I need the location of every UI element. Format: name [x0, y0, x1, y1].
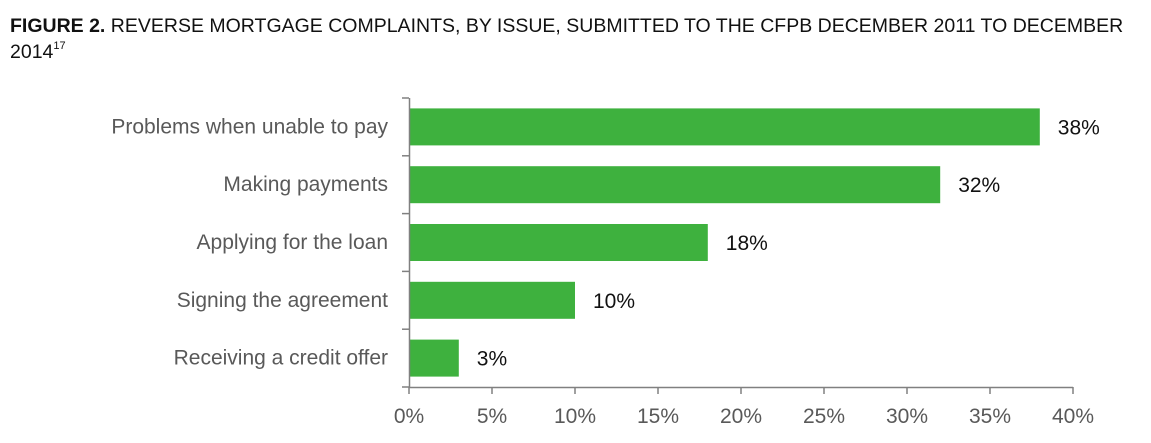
bar [409, 339, 459, 377]
category-label: Signing the agreement [177, 289, 388, 312]
category-label: Receiving a credit offer [174, 347, 388, 370]
x-tick-label: 35% [969, 405, 1011, 428]
figure-label: FIGURE 2. [10, 15, 106, 37]
category-label: Problems when unable to pay [111, 115, 388, 138]
x-tick-label: 30% [886, 405, 928, 428]
bar [409, 166, 941, 204]
data-label: 32% [958, 174, 1000, 197]
x-tick-label: 25% [803, 405, 845, 428]
bar [409, 281, 575, 319]
x-tick-label: 15% [637, 405, 679, 428]
labels-group: Problems when unable to pay 38% Making pay… [111, 115, 1100, 428]
data-label: 38% [1058, 116, 1100, 139]
data-label: 3% [477, 348, 507, 371]
x-tick-label: 10% [554, 405, 596, 428]
bars-group [409, 108, 1040, 377]
axes-group [402, 97, 1074, 394]
footnote-marker: 17 [53, 40, 66, 52]
bar [409, 108, 1040, 146]
category-label: Making payments [223, 173, 388, 196]
figure-title: FIGURE 2. REVERSE MORTGAGE COMPLAINTS, B… [10, 13, 1145, 65]
data-label: 18% [726, 232, 768, 255]
figure-title-text: REVERSE MORTGAGE COMPLAINTS, BY ISSUE, S… [10, 15, 1124, 63]
data-label: 10% [593, 290, 635, 313]
x-tick-label: 40% [1052, 405, 1094, 428]
bar [409, 224, 708, 261]
x-tick-label: 0% [394, 405, 424, 428]
x-tick-label: 20% [720, 405, 762, 428]
x-tick-label: 5% [477, 405, 507, 428]
category-label: Applying for the loan [197, 231, 388, 254]
